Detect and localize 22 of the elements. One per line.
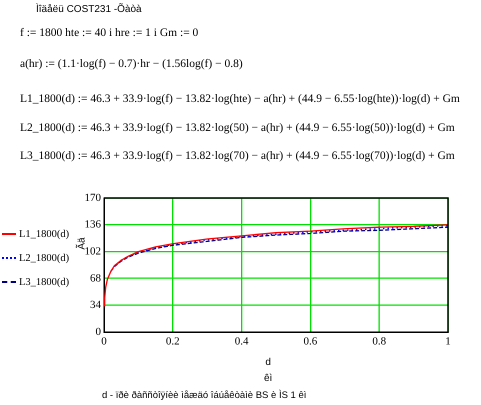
x-tick-label: 0.6 [304,335,318,348]
chart-title: Ìîäåëü COST231 -Õàòà [36,4,142,15]
x-tick-label: 0.8 [372,335,387,348]
x-tick-label: 0.2 [166,335,180,348]
y-tick-label: 34 [90,299,102,312]
x-tick-label: 1 [445,335,451,348]
text: a(hr) := (1.1·log(f) − 0.7)·hr − (1.56log(f) − 0.8) [20,58,243,70]
y-tick-label: 102 [84,245,101,258]
y-tick-label: 68 [90,272,102,284]
text: L1_1800(d) := 46.3 + 33.9·log(f) − 13.82·log(hte) − a(hr) + (44.9 − 6.55·log(hte))·log(d) + Gm [20,93,460,105]
text: L2_1800(d) := 46.3 + 33.9·log(f) − 13.82·log(50) − a(hr) + (44.9 − 6.55·log(50))·log(d) + Gm [20,122,455,134]
legend-label: L1_1800(d) [19,228,70,240]
y-tick-label: 170 [84,192,102,204]
text: d - ïðè ðàññòîÿíèè ìåæäó îáúåêòàìè BS è ÌS 1 êì [102,390,306,401]
legend-label: L2_1800(d) [19,252,70,264]
x-axis-title: d êì [264,356,272,386]
text: f := 1800 hte := 40 i hre := 1 i Gm := 0 [20,27,198,39]
text: L3_1800(d) := 46.3 + 33.9·log(f) − 13.82·log(70) − a(hr) + (44.9 − 6.55·log(70))·log(d) + Gm [20,150,455,162]
y-tick-label: 136 [84,218,102,231]
x-tick-label: 0.4 [234,335,249,348]
y-tick-label: 0 [96,326,102,338]
legend-label: L3_1800(d) [19,276,70,288]
